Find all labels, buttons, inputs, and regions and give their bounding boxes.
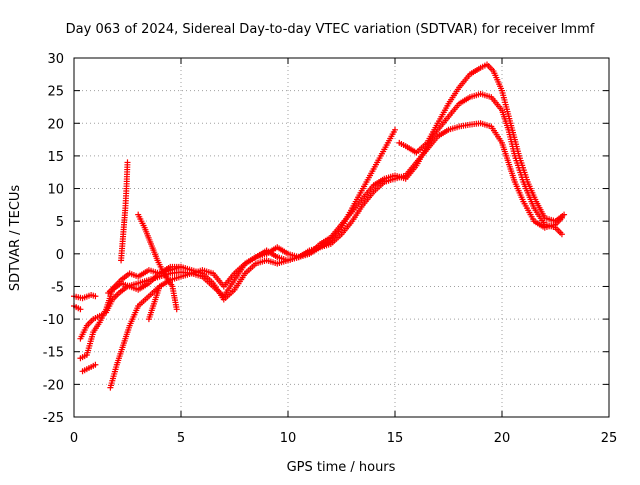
y-tick-label: 5: [56, 215, 64, 230]
x-tick-label: 15: [387, 431, 404, 446]
data-point: [173, 306, 180, 313]
x-tick-label: 5: [177, 431, 185, 446]
data-point: [124, 159, 131, 166]
plot-frame: [73, 57, 610, 418]
y-axis-label: SDTVAR / TECUs: [8, 185, 23, 292]
y-tick-label: -20: [43, 378, 64, 393]
y-tick-label: 10: [47, 183, 64, 198]
y-tick-label: 15: [47, 150, 64, 165]
x-tick-label: 25: [601, 431, 618, 446]
data-point: [178, 263, 184, 270]
data-point: [92, 293, 99, 300]
y-tick-label: 20: [47, 117, 64, 132]
data-point: [392, 126, 398, 133]
y-tick-label: -10: [43, 313, 64, 328]
data-point: [561, 211, 568, 218]
data-point: [558, 231, 565, 238]
x-tick-label: 0: [70, 431, 78, 446]
chart-title: Day 063 of 2024, Sidereal Day-to-day VTE…: [66, 22, 595, 37]
y-tick-label: -5: [51, 280, 64, 295]
tick-labels: 0 5 10 15 20 25 -25 -20 -15 -10 -5 0 5 10 15 20 25 30: [43, 52, 618, 446]
y-tick-label: 30: [47, 52, 64, 67]
data-point: [92, 361, 99, 368]
x-axis-label: GPS time / hours: [287, 460, 396, 475]
y-tick-label: 25: [47, 85, 64, 100]
data-point: [77, 306, 84, 313]
x-tick-label: 10: [280, 431, 297, 446]
data-markers: [71, 61, 568, 391]
y-tick-label: -15: [43, 346, 64, 361]
y-tick-label: 0: [56, 248, 64, 263]
data-point: [156, 283, 163, 290]
x-tick-label: 20: [494, 431, 511, 446]
y-tick-label: -25: [43, 411, 64, 426]
